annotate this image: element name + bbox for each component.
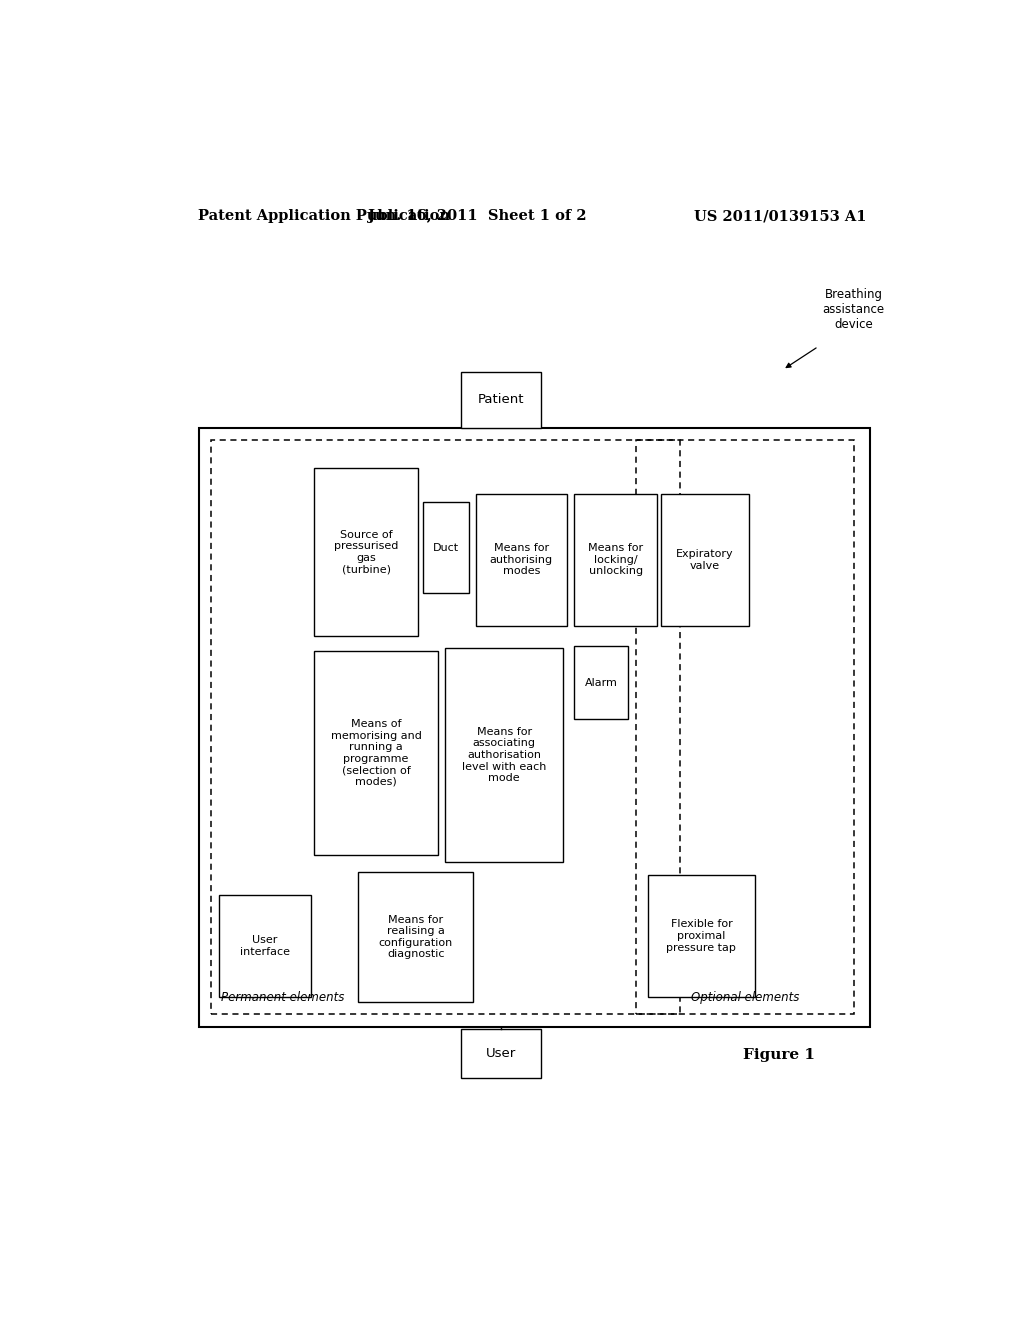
Bar (574, 647, 628, 719)
Bar (200, 428, 870, 1027)
Bar (461, 1030, 541, 1078)
Bar (358, 873, 473, 1002)
Text: Means for
realising a
configuration
diagnostic: Means for realising a configuration diag… (379, 915, 453, 960)
Text: Alarm: Alarm (585, 678, 617, 688)
Text: Duct: Duct (433, 543, 460, 553)
Text: Breathing
assistance
device: Breathing assistance device (822, 288, 885, 331)
Bar (574, 494, 657, 626)
Text: Optional elements: Optional elements (691, 991, 799, 1005)
Text: Permanent elements: Permanent elements (221, 991, 344, 1005)
Text: Means for
authorising
modes: Means for authorising modes (489, 544, 553, 577)
Bar (445, 648, 563, 862)
Text: Jun. 16, 2011  Sheet 1 of 2: Jun. 16, 2011 Sheet 1 of 2 (368, 210, 587, 223)
Bar (211, 440, 680, 1014)
Bar (314, 651, 437, 854)
Text: User
interface: User interface (240, 936, 290, 957)
Bar (423, 502, 469, 594)
Text: US 2011/0139153 A1: US 2011/0139153 A1 (693, 210, 866, 223)
Bar (662, 494, 749, 626)
Text: Source of
pressurised
gas
(turbine): Source of pressurised gas (turbine) (334, 529, 398, 574)
Text: Figure 1: Figure 1 (742, 1048, 815, 1061)
Bar (648, 875, 755, 997)
Bar (219, 895, 310, 997)
Text: Flexible for
proximal
pressure tap: Flexible for proximal pressure tap (667, 919, 736, 953)
Text: Means for
locking/
unlocking: Means for locking/ unlocking (588, 544, 643, 577)
Bar (475, 494, 567, 626)
Text: Means for
associating
authorisation
level with each
mode: Means for associating authorisation leve… (462, 727, 547, 783)
Text: User: User (485, 1047, 516, 1060)
Text: Expiratory
valve: Expiratory valve (676, 549, 734, 570)
Text: Patient: Patient (478, 393, 524, 407)
Bar (636, 440, 854, 1014)
Text: Means of
memorising and
running a
programme
(selection of
modes): Means of memorising and running a progra… (331, 719, 422, 787)
Text: Patent Application Publication: Patent Application Publication (198, 210, 450, 223)
Bar (314, 469, 418, 636)
Bar (461, 372, 541, 428)
